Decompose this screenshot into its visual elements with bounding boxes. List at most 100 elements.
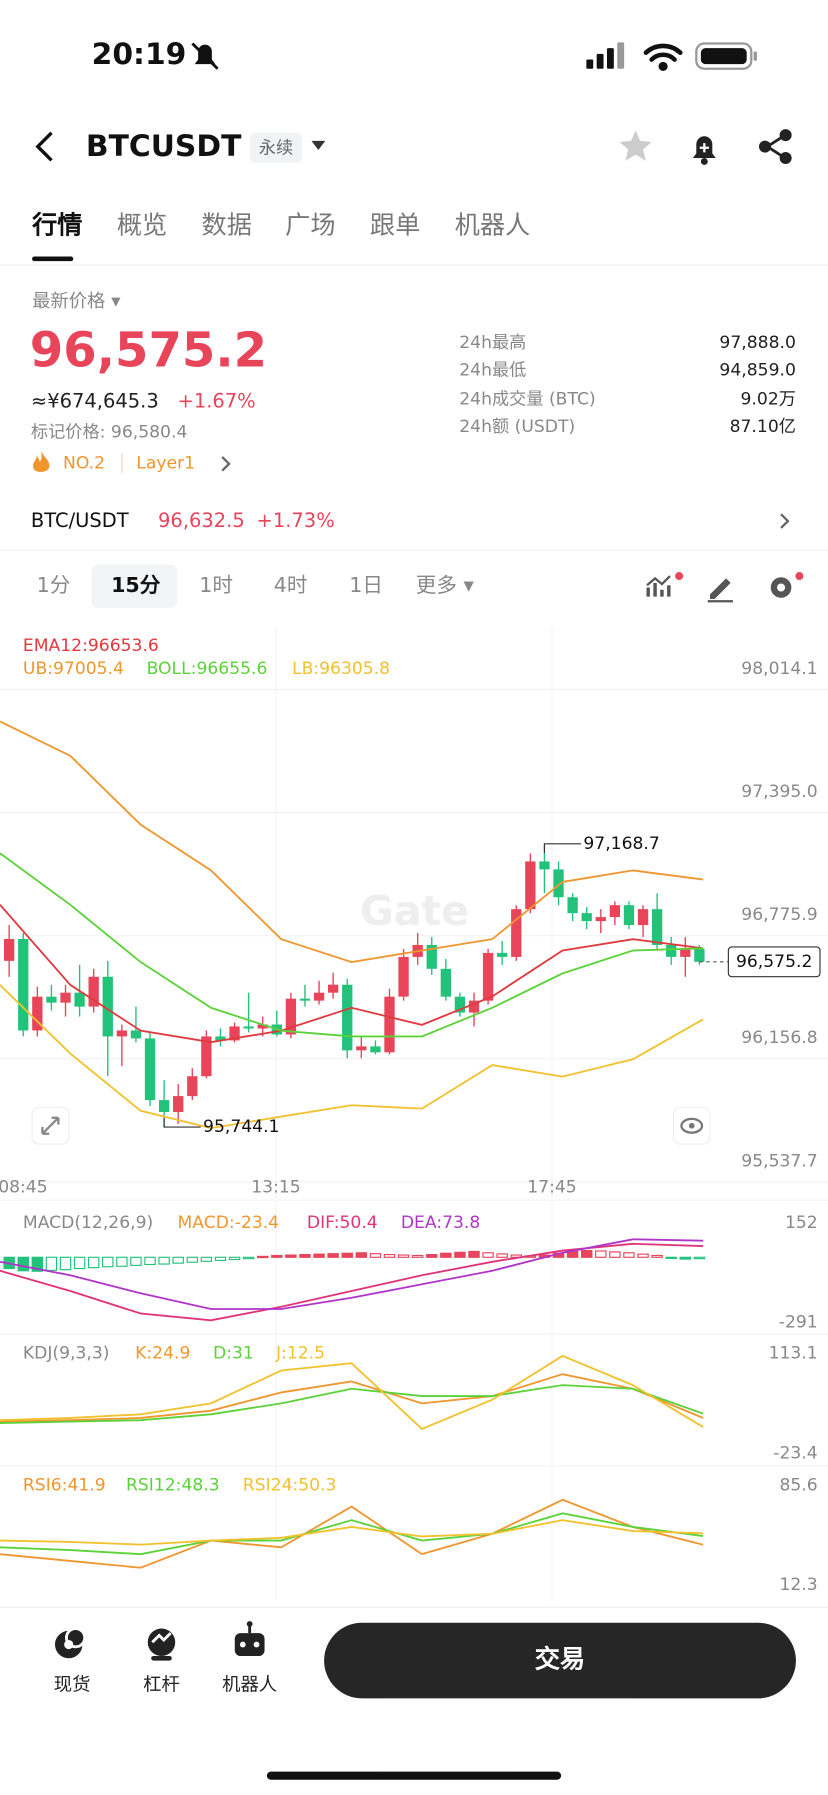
axis-min-label: 12.3 (779, 1575, 817, 1595)
indicator-label: LB:96305.8 (292, 659, 390, 679)
macd-bar (454, 1251, 466, 1258)
divider (0, 264, 828, 266)
indicator-label: BOLL:96655.6 (147, 659, 268, 679)
candle-body (88, 976, 99, 1007)
price-label[interactable]: 最新价格 ▾ (32, 289, 121, 312)
macd-bar (341, 1252, 353, 1258)
visibility-button[interactable] (672, 1106, 711, 1145)
macd-bar (186, 1256, 199, 1263)
bottom-nav-item[interactable]: 现货 (53, 1673, 91, 1695)
macd-bar (411, 1254, 424, 1258)
candle-body (102, 976, 113, 1037)
macd-bar (102, 1256, 114, 1268)
high-marker (543, 843, 582, 853)
spot-chevron[interactable] (776, 511, 792, 532)
settings-button[interactable] (770, 572, 804, 598)
indicator-button[interactable] (646, 572, 684, 597)
stat-label: 24h最低 (459, 360, 527, 381)
candle-body (257, 1024, 268, 1029)
macd-bar (242, 1256, 255, 1260)
candle-body (666, 944, 677, 957)
draw-button[interactable] (707, 578, 733, 603)
stat-value: 97,888.0 (719, 332, 796, 353)
macd-bar (87, 1256, 100, 1269)
candle-body (637, 909, 649, 926)
macd-bar (228, 1256, 241, 1261)
interval-tab[interactable]: 1分 (36, 573, 71, 598)
chart-tools (646, 572, 804, 603)
indicator-label: DEA:73.8 (401, 1213, 480, 1233)
price-change: +1.67% (177, 390, 256, 414)
symbol: BTCUSDT (85, 129, 242, 164)
interval-tab[interactable]: 1时 (199, 573, 234, 598)
spot-icon (54, 1627, 87, 1659)
interval-tab[interactable]: 15分 (111, 573, 161, 598)
favorite-button[interactable] (619, 130, 652, 161)
candle-body (299, 998, 311, 1001)
tab[interactable]: 行情 (32, 211, 83, 241)
candle-body (398, 956, 409, 997)
candle-body (609, 905, 621, 918)
wifi-icon (643, 43, 683, 72)
watermark: Gate (360, 887, 469, 935)
indicator-line (0, 904, 704, 1044)
more-intervals[interactable]: 更多 ▾ (415, 573, 474, 598)
candle-body (229, 1026, 240, 1041)
interval-selected-bg (91, 564, 178, 609)
alert-button[interactable] (692, 136, 716, 165)
candle-body (581, 913, 592, 922)
expand-button[interactable] (31, 1106, 70, 1145)
macd-bar (285, 1254, 297, 1258)
macd-bar (327, 1253, 339, 1258)
tab[interactable]: 广场 (285, 211, 336, 241)
low-label: 95,744.1 (203, 1117, 279, 1137)
candle-body (158, 1100, 170, 1112)
candle-body (327, 984, 339, 993)
sector-tag[interactable]: Layer1 (136, 452, 196, 473)
macd-bar (693, 1256, 706, 1260)
indicator-label: RSI6:41.9 (23, 1475, 106, 1495)
candle-body (285, 998, 297, 1035)
candle-body (130, 1030, 142, 1039)
candle-body (539, 861, 550, 870)
candle-body (525, 861, 536, 910)
y-tick-label: 95,537.7 (741, 1151, 817, 1171)
candle-body (215, 1036, 226, 1041)
rank-tag[interactable]: NO.2 (62, 452, 106, 473)
mute-icon (191, 42, 219, 70)
macd-bar (45, 1256, 58, 1271)
macd-bar (651, 1254, 663, 1258)
share-button[interactable] (759, 129, 792, 165)
tab-underline (32, 256, 74, 262)
macd-bar (271, 1254, 283, 1258)
panel-title: MACD(12,26,9) (23, 1213, 153, 1233)
stat-label: 24h成交量 (BTC) (459, 388, 596, 409)
candle-body (18, 938, 29, 1031)
interval-tab[interactable]: 1日 (349, 573, 384, 598)
interval-tab[interactable]: 4时 (273, 573, 308, 598)
high-label: 97,168.7 (583, 834, 659, 854)
macd-bar (623, 1252, 635, 1258)
y-tick-label: 96,156.8 (741, 1028, 817, 1048)
back-button[interactable] (35, 131, 53, 162)
macd-bar (426, 1254, 438, 1258)
tab[interactable]: 数据 (201, 211, 252, 241)
macd-bar (299, 1254, 311, 1258)
candle-body (60, 992, 71, 1003)
candle-body (187, 1076, 198, 1097)
tag-separator (121, 453, 123, 473)
spot-pair[interactable]: BTC/USDT (30, 509, 129, 533)
trade-button[interactable]: 交易 (324, 1622, 796, 1699)
tab[interactable]: 机器人 (454, 211, 531, 241)
macd-bar (130, 1256, 142, 1266)
tab[interactable]: 概览 (116, 211, 168, 241)
bottom-nav-item[interactable]: 杠杆 (143, 1673, 180, 1695)
symbol-dropdown[interactable] (311, 140, 326, 151)
chart-group: Gate 98,014.1 97,395.0 96,775.9 96,156.8 95,5… (0, 618, 828, 1606)
spot-change: +1.73% (256, 509, 335, 533)
candle-body (384, 996, 395, 1053)
tab[interactable]: 跟单 (369, 211, 421, 241)
status-icons (191, 42, 757, 72)
bottom-nav-item[interactable]: 机器人 (222, 1673, 278, 1695)
candle-body (454, 996, 466, 1013)
